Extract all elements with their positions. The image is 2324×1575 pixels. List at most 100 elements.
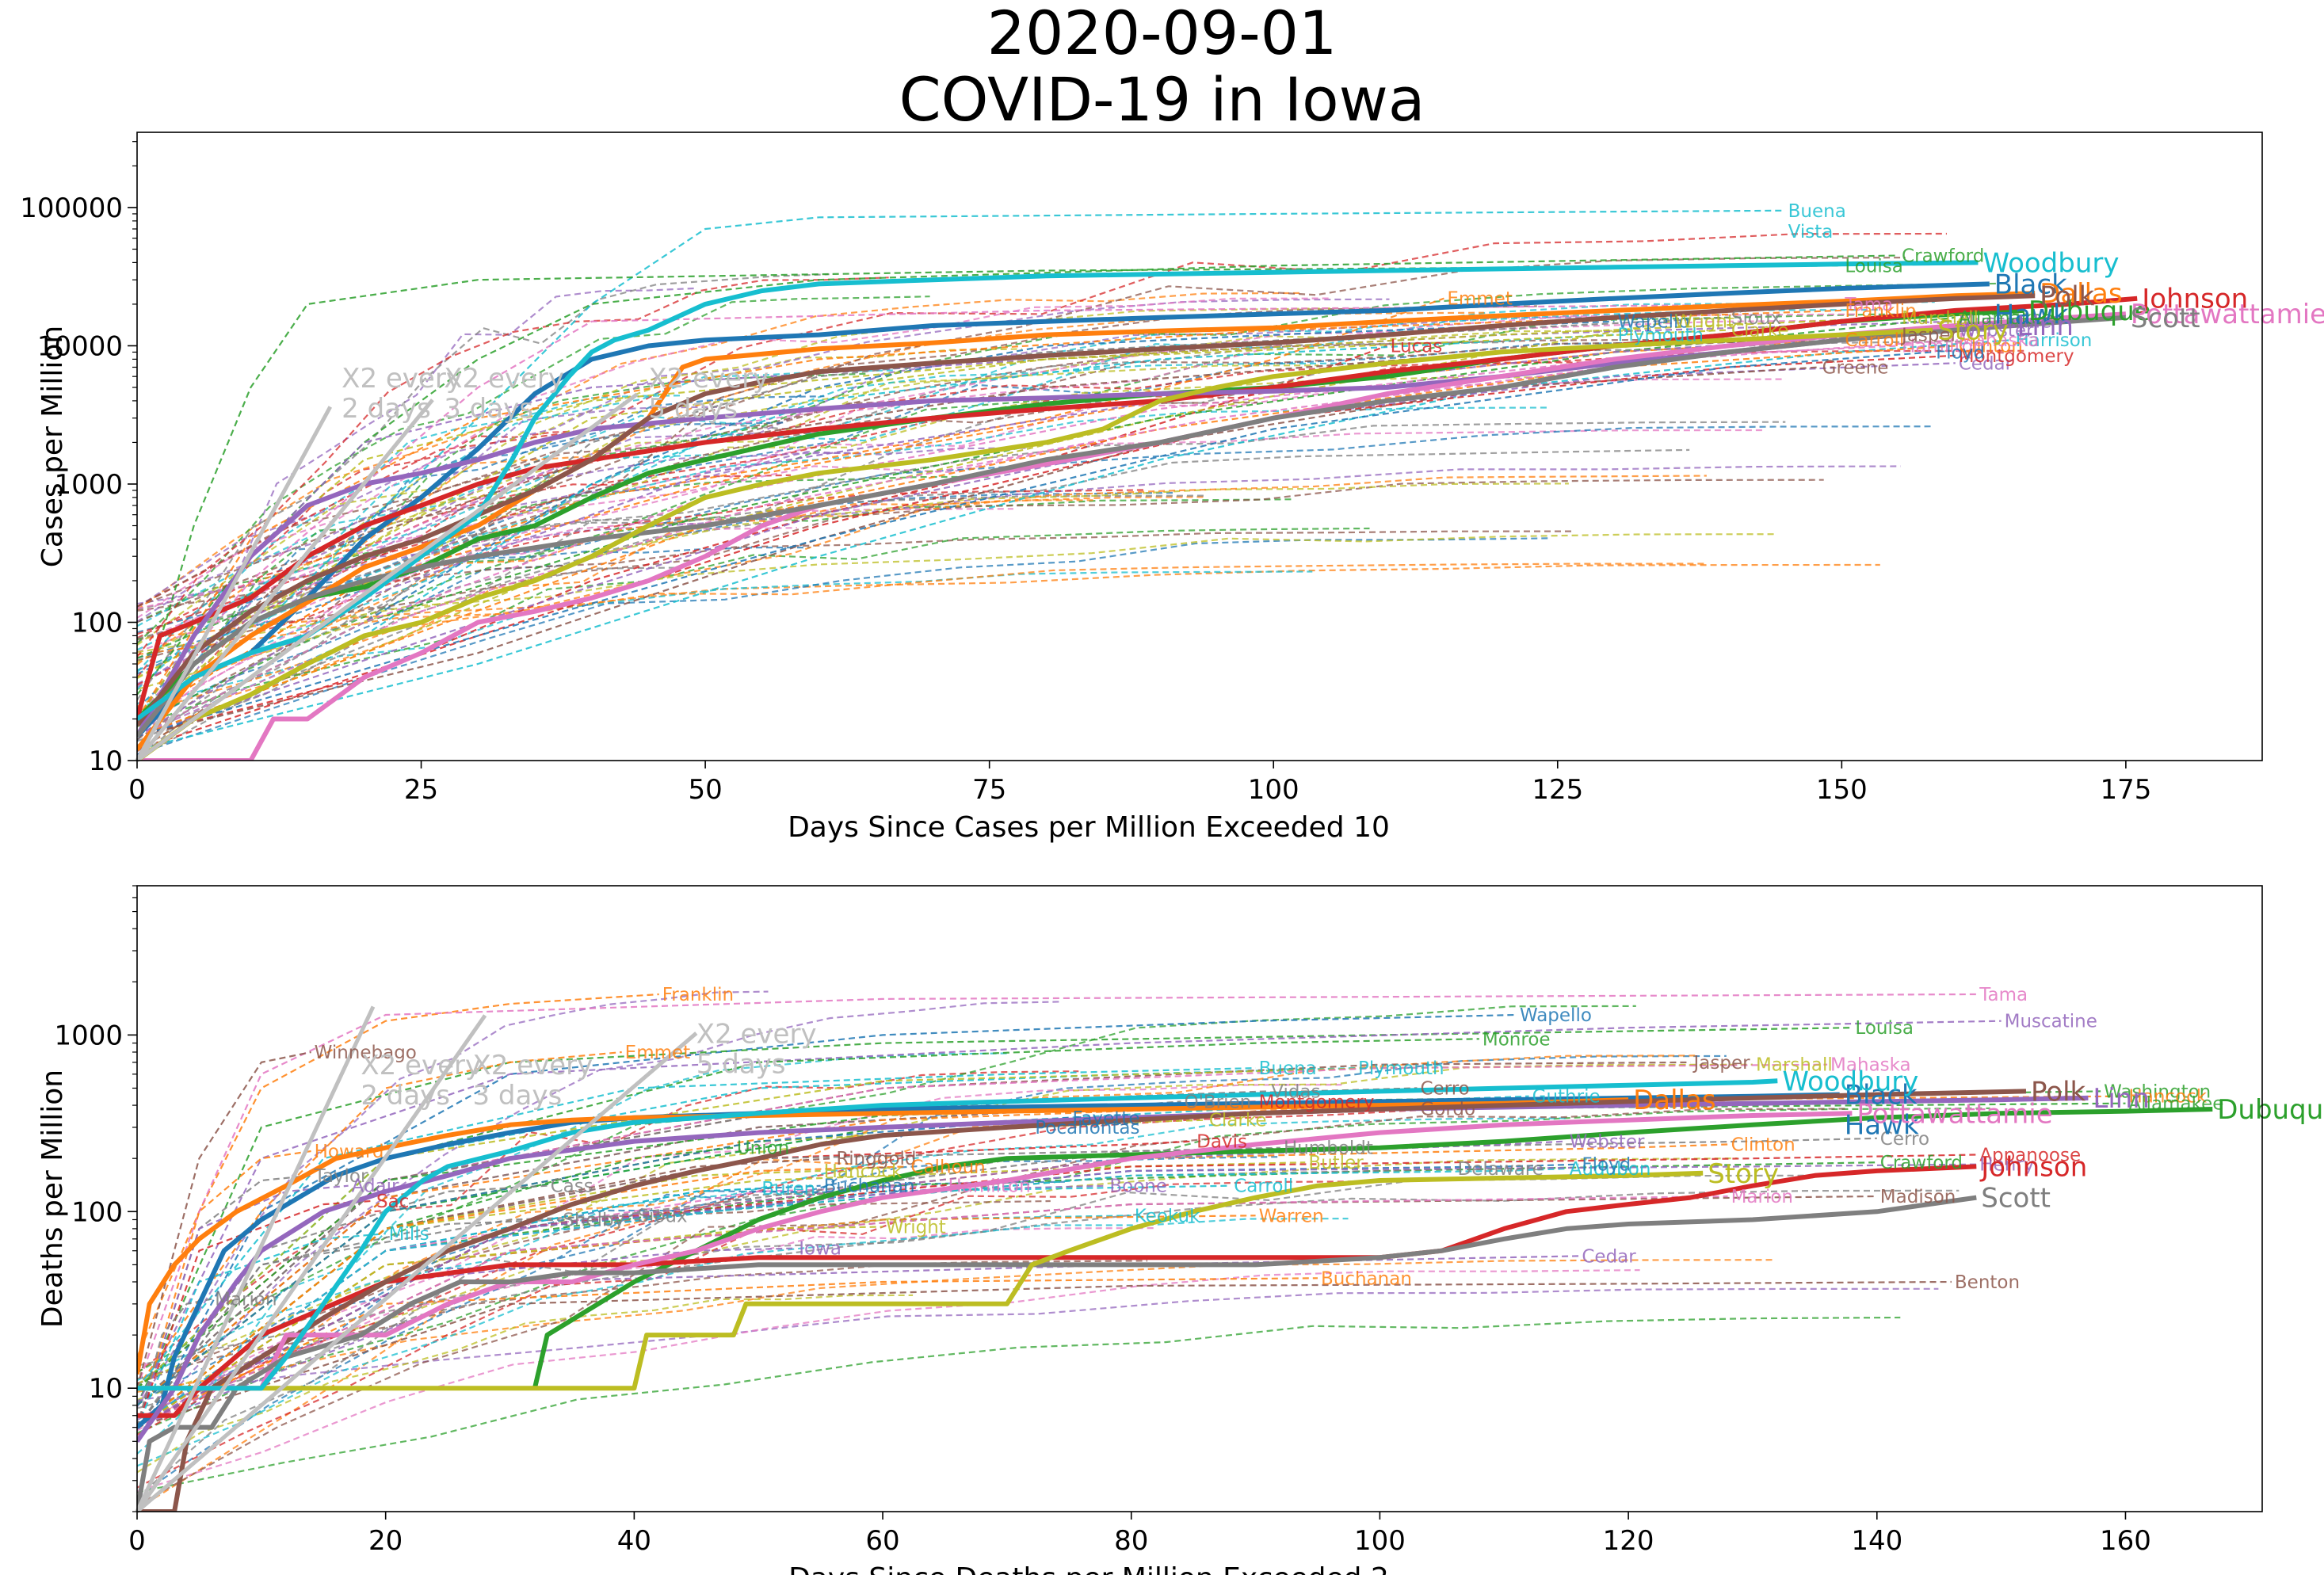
- cases-doubling-line-3d: [135, 399, 434, 762]
- cases-x-tick-label: 75: [972, 774, 1006, 806]
- deaths-county-label-clarke: Clarke: [1209, 1111, 1267, 1131]
- deaths-series-label-johnson: Johnson: [1979, 1151, 2087, 1183]
- cases-county-label-montgomery: Montgomery: [1959, 346, 2074, 367]
- deaths-county-line-boone: [137, 1184, 1107, 1428]
- deaths-county-label-sac: Sac: [376, 1192, 409, 1212]
- deaths-county-line-marshall: [137, 1063, 1753, 1390]
- deaths-county-label-hancock: Hancock: [2128, 1087, 2207, 1108]
- cases-background-line: [137, 448, 1690, 742]
- cases-county-line-louisa: [137, 265, 1842, 719]
- deaths-county-label-union: Union: [737, 1138, 789, 1159]
- deaths-county-line-monroe: [137, 1038, 1479, 1390]
- deaths-county-label-madison: Madison: [1880, 1187, 1956, 1207]
- deaths-county-label-clinton: Clinton: [1731, 1135, 1795, 1156]
- deaths-county-label-humboldt: Humboldt: [1284, 1138, 1373, 1159]
- cases-county-label-buena: Buena: [1788, 201, 1846, 222]
- cases-background-line: [137, 482, 1569, 691]
- deaths-background-line: [137, 1226, 1154, 1421]
- deaths-county-label-boone: Boone: [1109, 1176, 1167, 1197]
- deaths-county-label-cerro-line2: Gordo: [1420, 1099, 1475, 1119]
- deaths-doubling-label-2d-line2: 2 days: [361, 1080, 450, 1112]
- cases-county-line-greene: [137, 366, 1819, 738]
- cases-background-line: [137, 369, 894, 691]
- cases-county-label-sioux: Sioux: [1731, 308, 1781, 329]
- cases-background-line: [137, 499, 1094, 707]
- cases-x-tick-label: 50: [688, 774, 722, 806]
- cases-y-tick-label: 100000: [20, 193, 123, 224]
- deaths-county-line-mills: [137, 1233, 386, 1428]
- deaths-county-label-appanoose: Appanoose: [1979, 1145, 2081, 1165]
- cases-background-line: [137, 533, 1774, 654]
- deaths-plot-area: [137, 990, 2213, 1512]
- deaths-y-tick-label: 1000: [54, 1020, 123, 1051]
- deaths-series-label-woodbury: Woodbury: [1782, 1066, 1918, 1097]
- deaths-series-label-black-hawk: Black: [1845, 1080, 1918, 1112]
- cases-county-label-webster: Webster: [1959, 321, 2034, 341]
- cases-y-tick-label: 10000: [37, 330, 123, 362]
- deaths-county-label-hancock: Hancock: [824, 1161, 903, 1182]
- cases-county-label-emmet: Emmet: [1447, 289, 1513, 310]
- cases-background-line: [137, 307, 1338, 646]
- cases-series-label-woodbury: Woodbury: [1982, 247, 2119, 279]
- deaths-background-line: [137, 1287, 1939, 1401]
- deaths-county-label-webster: Webster: [1570, 1132, 1645, 1153]
- deaths-x-tick-label: 40: [617, 1525, 651, 1557]
- cases-county-label-plymouth: Plymouth: [1617, 326, 1704, 346]
- cases-series-line-scott: [137, 315, 2127, 738]
- deaths-x-tick-label: 80: [1114, 1525, 1148, 1557]
- cases-series-label-black-hawk: Black: [1994, 269, 2067, 300]
- cases-axes-frame: [136, 132, 2263, 761]
- deaths-county-line-franklin: [137, 993, 659, 1358]
- chart-title-date: 2020-09-01: [986, 0, 1338, 68]
- deaths-county-label-mills: Mills: [389, 1224, 429, 1245]
- cases-x-tick-label: 175: [2100, 774, 2151, 806]
- deaths-county-line-calhoun: [137, 1165, 908, 1428]
- deaths-county-line-carroll: [137, 1184, 1231, 1428]
- deaths-county-label-jasper: Jasper: [1692, 1053, 1751, 1074]
- cases-county-label-clarke: Clarke: [1731, 321, 1789, 341]
- deaths-county-label-butler: Butler: [1308, 1153, 1364, 1173]
- cases-county-label-lucas: Lucas: [1391, 336, 1443, 357]
- chart-title-main: COVID-19 in Iowa: [899, 64, 1425, 135]
- cases-county-label-muscatine: Muscatine: [1959, 312, 2051, 333]
- deaths-county-label-henry: Henry: [1979, 1155, 2034, 1176]
- cases-county-label-cedar: Cedar: [1959, 353, 2013, 374]
- deaths-county-line-muscatine: [137, 1020, 2002, 1406]
- deaths-background-line: [137, 1189, 1960, 1367]
- deaths-background-line: [137, 1217, 1349, 1467]
- deaths-background-line: [137, 1294, 914, 1474]
- deaths-county-label-emmet: Emmet: [625, 1043, 691, 1063]
- cases-county-label-carroll: Carroll: [1845, 330, 1904, 351]
- deaths-panel: Franklin Tama Wapello Louisa Muscatine Monroe…: [36, 885, 2324, 1575]
- deaths-county-label-fayette: Fayette: [1072, 1108, 1139, 1129]
- cases-county-label-franklin: Franklin: [1845, 301, 1916, 322]
- deaths-county-label-marion: Marion: [1731, 1187, 1793, 1207]
- cases-series-line-polk: [137, 293, 2036, 727]
- cases-county-line-clinton: [137, 345, 1956, 738]
- deaths-county-label-marshall: Marshall: [1756, 1055, 1833, 1076]
- cases-series-label-dallas: Dallas: [2040, 278, 2122, 310]
- deaths-county-label-monroe: Monroe: [1483, 1029, 1551, 1050]
- cases-doubling-label-3d-line2: 3 days: [444, 393, 533, 425]
- cases-series-label-johnson: Johnson: [2140, 284, 2248, 315]
- cases-doubling-label-2d-line2: 2 days: [342, 393, 431, 425]
- cases-x-tick-label: 25: [404, 774, 438, 806]
- deaths-county-label-buena: Buena: [1259, 1058, 1317, 1079]
- cases-background-line: [137, 395, 825, 742]
- cases-county-label-buena-line2: Vista: [1788, 222, 1834, 242]
- cases-series-label-dubuque: Dubuque: [2028, 296, 2151, 327]
- deaths-background-line: [137, 1157, 1738, 1401]
- cases-county-label-mahaska: Mahaska: [1959, 330, 2040, 351]
- cases-series-label-polk: Polk: [2040, 280, 2095, 312]
- cases-y-tick-label: 1000: [54, 469, 123, 501]
- cases-background-line: [137, 296, 930, 645]
- deaths-county-line-iowa: [137, 1247, 796, 1428]
- deaths-county-label-warren: Warren: [1259, 1206, 1324, 1226]
- deaths-axes-frame: [136, 885, 2263, 1512]
- cases-y-tick-label: 100: [71, 607, 123, 639]
- deaths-county-line-sioux: [137, 1215, 635, 1428]
- deaths-county-label-guthrie: Guthrie: [1532, 1087, 1601, 1108]
- deaths-background-line: [137, 1269, 1640, 1493]
- deaths-background-line: [137, 1259, 1776, 1393]
